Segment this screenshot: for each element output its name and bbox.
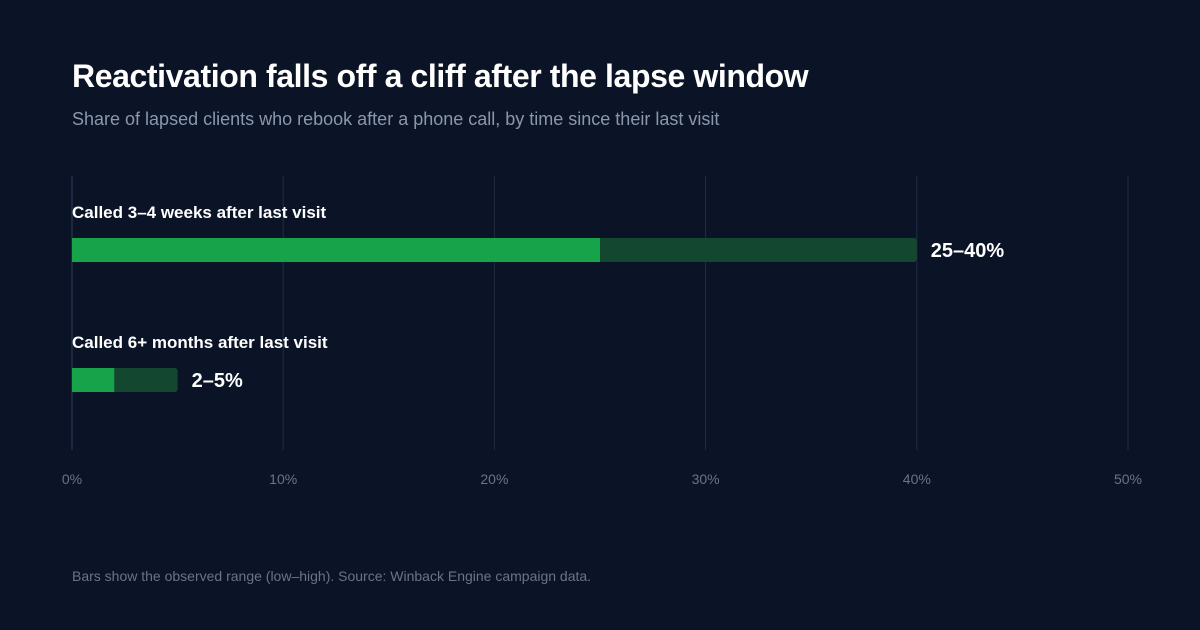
x-axis-ticks: 0% 10% 20% 30% 40% 50% — [62, 471, 1142, 487]
chart-footnote: Bars show the observed range (low–high).… — [72, 568, 592, 584]
value-label: 2–5% — [192, 370, 243, 392]
range-bar-low — [72, 368, 115, 392]
x-tick-label: 50% — [1114, 471, 1142, 487]
gridlines — [71, 176, 1129, 450]
chart-title: Reactivation falls off a cliff after the… — [72, 58, 809, 94]
value-label: 25–40% — [931, 240, 1005, 262]
category-label: Called 3–4 weeks after last visit — [72, 203, 327, 222]
range-bar-low — [72, 238, 600, 262]
x-tick-label: 20% — [480, 471, 508, 487]
bars: Called 3–4 weeks after last visit 25–40% C… — [72, 203, 1004, 392]
x-tick-label: 0% — [62, 471, 82, 487]
category-label: Called 6+ months after last visit — [72, 333, 328, 352]
x-tick-label: 30% — [692, 471, 720, 487]
x-tick-label: 40% — [903, 471, 931, 487]
x-tick-label: 10% — [269, 471, 297, 487]
chart-subtitle: Share of lapsed clients who rebook after… — [72, 109, 720, 129]
